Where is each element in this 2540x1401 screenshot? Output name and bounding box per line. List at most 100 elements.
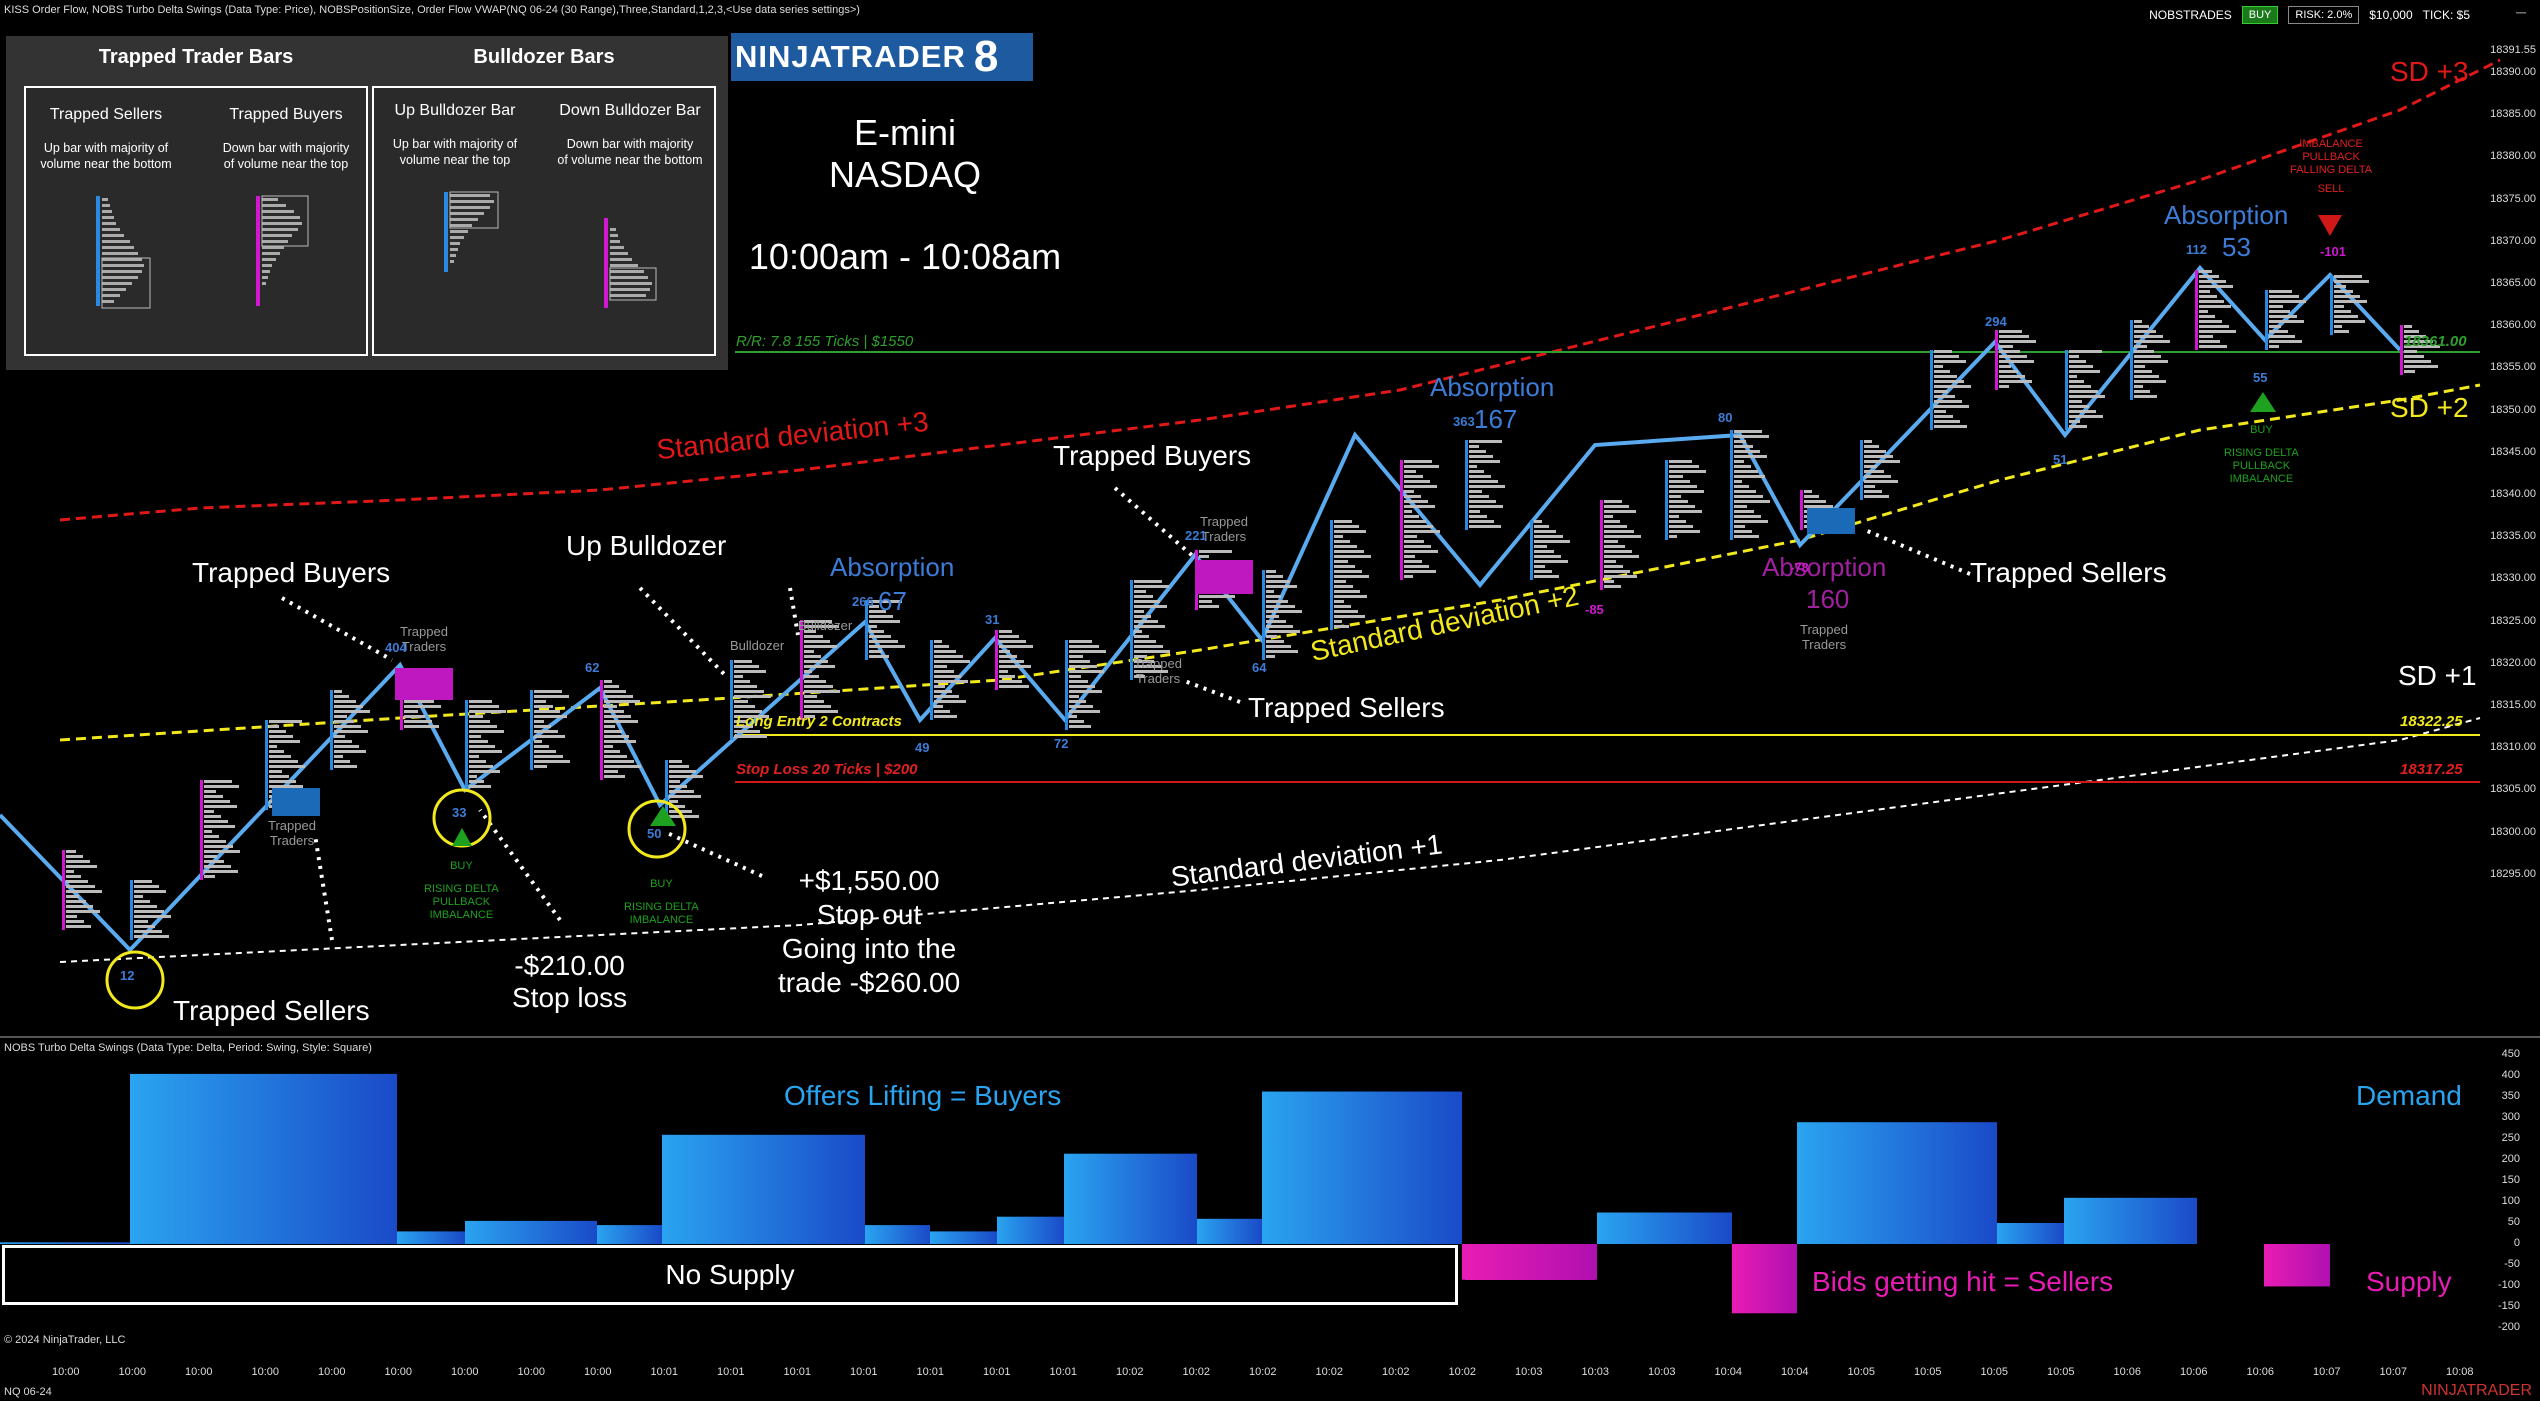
footprint-level: [1404, 475, 1423, 478]
delta-bar: [662, 1134, 865, 1244]
sd2-short-label: SD +2: [2390, 392, 2469, 423]
footprint-level: [2134, 390, 2150, 393]
footprint-level: [1604, 545, 1625, 548]
footprint-level: [134, 920, 148, 923]
delta-bar-negative: [2264, 1244, 2330, 1284]
footprint-level: [469, 770, 500, 773]
footprint-candle-body: [1330, 520, 1333, 630]
footprint-level: [934, 670, 954, 673]
panel-separator[interactable]: [0, 1036, 2540, 1038]
delta-bar-negative: [1732, 1244, 1797, 1309]
footprint-level: [999, 650, 1010, 653]
footprint-level: [534, 690, 562, 693]
time-tick: 10:07: [2379, 1366, 2408, 1378]
footprint-level: [334, 760, 350, 763]
footprint-level: [869, 635, 891, 638]
price-tick: 18370.00: [2490, 234, 2536, 247]
time-tick: 10:02: [1382, 1366, 1410, 1378]
footprint-level: [734, 705, 755, 708]
time-tick: 10:05: [1914, 1366, 1942, 1378]
footprint-level: [334, 725, 361, 728]
footprint-level: [1266, 610, 1302, 613]
footprint-level: [2069, 420, 2080, 423]
footprint-level: [334, 745, 359, 748]
footprint-level: [734, 710, 762, 713]
footprint-level: [1069, 650, 1106, 653]
copyright: © 2024 NinjaTrader, LLC: [4, 1334, 126, 1346]
footprint-level: [1669, 460, 1692, 463]
ninjatrader-logo: NINJATRADER 8: [731, 32, 1033, 81]
delta-tick: 150: [2501, 1174, 2520, 1186]
footprint-level: [269, 740, 300, 743]
footprint-level: [2334, 315, 2358, 318]
footprint-level: [804, 645, 837, 648]
footprint-level: [1069, 725, 1091, 728]
footprint-level: [1334, 550, 1364, 553]
footprint-level: [1604, 520, 1620, 523]
footprint-level: [2334, 290, 2353, 293]
footprint-candle-body: [995, 630, 998, 690]
footprint-level: [1604, 570, 1630, 573]
footprint-level: [204, 870, 238, 873]
footprint-level: [1266, 650, 1298, 653]
footprint-level: [934, 700, 966, 703]
delta-chart[interactable]: [0, 1036, 2540, 1356]
footprint-level: [1334, 590, 1360, 593]
minimize-icon[interactable]: ─: [2516, 4, 2526, 20]
footprint-level: [2134, 330, 2156, 333]
footprint-level: [534, 735, 565, 738]
buy-button[interactable]: BUY: [2241, 6, 2279, 24]
time-tick: 10:06: [2180, 1366, 2208, 1378]
footprint-level: [2404, 330, 2419, 333]
footprint-level: [2199, 325, 2229, 328]
time-tick: 10:00: [251, 1366, 280, 1378]
swing-label: 294: [1985, 314, 2007, 329]
footprint-level: [1999, 350, 2020, 353]
footprint-level: [1669, 515, 1679, 518]
footprint-level: [1199, 595, 1235, 598]
delta-bar: [1997, 1223, 2064, 1244]
absorption-value: 167: [1474, 404, 1518, 434]
footprint-level: [1334, 525, 1359, 528]
footprint-level: [2269, 305, 2283, 308]
footprint-level: [134, 910, 164, 913]
footprint-level: [204, 820, 228, 823]
footprint-level: [2199, 310, 2208, 313]
footprint-level: [1804, 500, 1826, 503]
footprint-level: [534, 725, 551, 728]
footprint-level: [334, 700, 356, 703]
footprint-level: [1934, 425, 1967, 428]
footprint-level: [1734, 430, 1762, 433]
delta-bar: [0, 1242, 130, 1244]
footprint-level: [1469, 470, 1484, 473]
instrument-label: NQ 06-24: [4, 1386, 52, 1398]
footprint-level: [134, 900, 150, 903]
delta-bar: [2064, 1197, 2197, 1244]
footprint-level: [469, 700, 492, 703]
footprint-level: [204, 790, 216, 793]
footprint-level: [469, 745, 495, 748]
delta-tick: 300: [2501, 1111, 2520, 1123]
footprint-level: [1334, 620, 1342, 623]
footprint-level: [1734, 465, 1751, 468]
footprint-level: [2069, 385, 2091, 388]
footprint-level: [1534, 575, 1559, 578]
footprint-level: [934, 660, 970, 663]
footprint-level: [534, 730, 558, 733]
lower-panel-title: NOBS Turbo Delta Swings (Data Type: Delt…: [4, 1042, 372, 1054]
absorption-value: 53: [2222, 232, 2251, 262]
footprint-candle-body: [930, 640, 933, 720]
footprint-level: [1266, 615, 1279, 618]
footprint-level: [604, 775, 625, 778]
footprint-level: [66, 895, 79, 898]
footprint-level: [1734, 500, 1770, 503]
risk-button[interactable]: RISK: 2.0%: [2288, 6, 2360, 24]
footprint-level: [734, 665, 759, 668]
footprint-candle-body: [2330, 275, 2333, 335]
footprint-candle-body: [2130, 320, 2133, 400]
buy-signal-icon: [2250, 392, 2276, 412]
footprint-level: [934, 690, 952, 693]
footprint-level: [1934, 385, 1971, 388]
footprint-level: [334, 755, 343, 758]
